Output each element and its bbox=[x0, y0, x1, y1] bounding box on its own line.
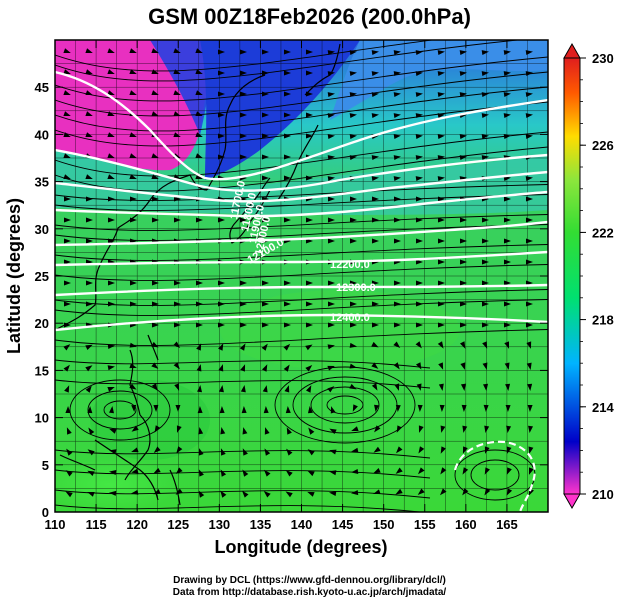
credit-dcl: Drawing by DCL (https://www.gfd-dennou.o… bbox=[173, 575, 446, 586]
x-tick-label: 115 bbox=[86, 517, 107, 532]
contour-label-12400: 12400.0 bbox=[330, 312, 370, 324]
colorbar-tick-label: 218 bbox=[592, 313, 614, 328]
x-tick-label: 110 bbox=[45, 517, 66, 532]
y-tick-label: 15 bbox=[35, 363, 49, 378]
x-tick-label: 125 bbox=[167, 517, 189, 532]
x-tick-label: 120 bbox=[126, 517, 148, 532]
y-tick-label: 20 bbox=[35, 316, 49, 331]
credits: Drawing by DCL (https://www.gfd-dennou.o… bbox=[0, 575, 619, 599]
streamlines bbox=[55, 40, 548, 512]
height-contours bbox=[55, 70, 548, 332]
x-tick-label: 135 bbox=[250, 517, 272, 532]
x-axis-label: Longitude (degrees) bbox=[214, 537, 387, 557]
x-tick-label: 150 bbox=[373, 517, 395, 532]
contour-label-12300: 12300.0 bbox=[336, 282, 376, 294]
y-tick-label: 5 bbox=[42, 458, 49, 473]
contour-label-12200: 12200.0 bbox=[330, 259, 370, 271]
y-tick-label: 30 bbox=[35, 222, 49, 237]
y-tick-label: 35 bbox=[35, 175, 49, 190]
colorbar-tick-label: 214 bbox=[592, 400, 614, 415]
x-tick-label: 140 bbox=[291, 517, 313, 532]
x-axis-ticks: 110 115 120 125 130 135 140 145 150 155 160 165 bbox=[45, 40, 518, 532]
y-axis-label: Latitude (degrees) bbox=[4, 198, 24, 354]
y-axis-ticks: 0 5 10 15 20 25 30 35 40 45 bbox=[35, 80, 548, 520]
colorbar-tick-label: 226 bbox=[592, 138, 614, 153]
x-tick-label: 130 bbox=[208, 517, 230, 532]
x-tick-label: 145 bbox=[332, 517, 354, 532]
y-tick-label: 40 bbox=[35, 127, 49, 142]
credit-data-source: Data from http://database.rish.kyoto-u.a… bbox=[172, 587, 447, 598]
low-height-contour bbox=[453, 440, 536, 512]
x-tick-label: 155 bbox=[414, 517, 436, 532]
colorbar-tick-label: 210 bbox=[592, 487, 614, 502]
colorbar: 230 226 222 218 214 210 bbox=[563, 42, 614, 510]
colorbar-tick-label: 230 bbox=[592, 51, 614, 66]
y-tick-label: 0 bbox=[42, 505, 49, 520]
colorbar-tick-label: 222 bbox=[592, 225, 614, 240]
x-tick-label: 165 bbox=[496, 517, 518, 532]
plot-area: 11700.0 11800.0 11900.0 12000.0 12100.0 … bbox=[55, 40, 548, 512]
y-tick-label: 25 bbox=[35, 269, 49, 284]
x-tick-label: 160 bbox=[455, 517, 477, 532]
y-tick-label: 10 bbox=[35, 411, 49, 426]
y-tick-label: 45 bbox=[35, 80, 49, 95]
page-title: GSM 00Z18Feb2026 (200.0hPa) bbox=[148, 4, 471, 29]
